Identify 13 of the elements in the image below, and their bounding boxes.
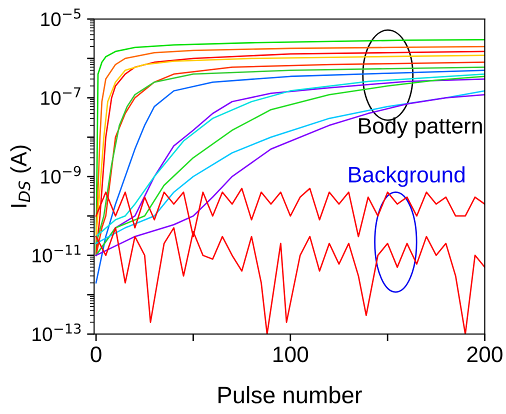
y-axis-title: I$_{DS}$ (A) [10,146,31,207]
x-tick-label: 200 [467,346,502,362]
y-tick-label: 10$^{−7}$ [41,87,80,105]
line-series [95,70,485,284]
x-tick-label: 0 [90,346,102,362]
y-tick-label: 10$^{−11}$ [32,244,80,262]
annotation: Body pattern [359,117,482,138]
x-axis-title: Pulse number [218,386,362,404]
y-tick-label: 10$^{−5}$ [41,8,80,26]
y-tick-label: 10$^{−9}$ [41,166,81,184]
y-tick-label: 10$^{−13}$ [32,323,81,342]
annotation: Background [349,166,464,187]
x-tick-label: 100 [274,346,308,362]
